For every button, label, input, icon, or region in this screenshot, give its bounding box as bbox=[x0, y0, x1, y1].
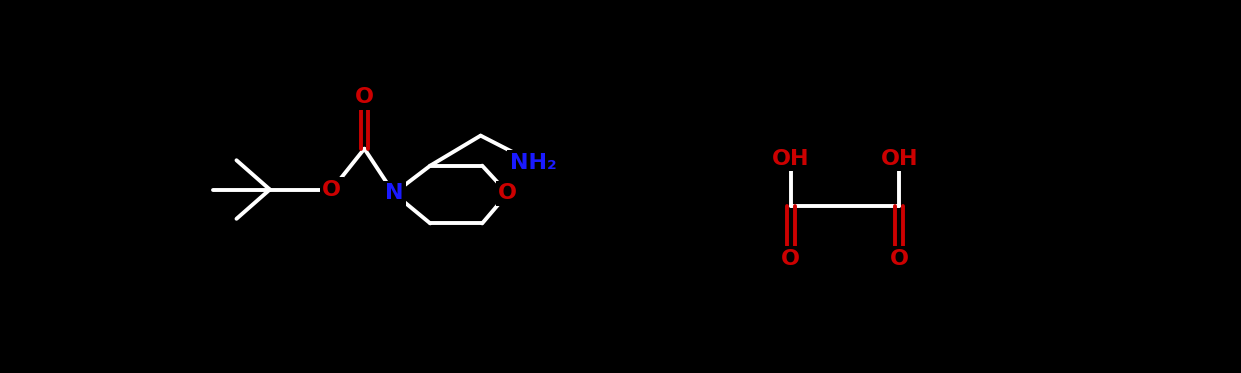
Text: OH: OH bbox=[772, 149, 809, 169]
Text: N: N bbox=[385, 184, 403, 203]
Text: O: O bbox=[781, 249, 800, 269]
Text: O: O bbox=[498, 184, 517, 203]
Text: O: O bbox=[323, 179, 341, 200]
Text: O: O bbox=[355, 87, 374, 107]
Text: NH₂: NH₂ bbox=[510, 153, 557, 173]
Text: OH: OH bbox=[880, 149, 918, 169]
Text: O: O bbox=[890, 249, 908, 269]
